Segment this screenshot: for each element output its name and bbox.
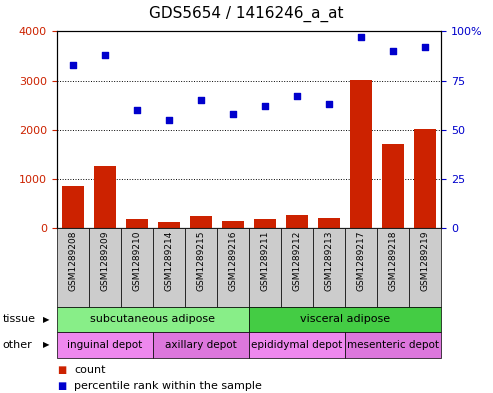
Text: GDS5654 / 1416246_a_at: GDS5654 / 1416246_a_at (149, 6, 344, 22)
Bar (313, 228, 345, 307)
Text: count: count (74, 365, 106, 375)
Text: ■: ■ (57, 365, 66, 375)
Text: subcutaneous adipose: subcutaneous adipose (90, 314, 215, 324)
Bar (153, 228, 185, 307)
Bar (414, 129, 436, 228)
Point (197, 97, 205, 103)
Bar (281, 228, 313, 307)
Bar (345, 332, 441, 358)
Bar (57, 228, 89, 307)
Text: mesenteric depot: mesenteric depot (347, 340, 439, 350)
Bar (57, 307, 249, 332)
Text: GSM1289210: GSM1289210 (132, 230, 141, 291)
Bar (249, 307, 441, 332)
Bar (126, 219, 148, 228)
Text: epididymal depot: epididymal depot (251, 340, 343, 350)
Bar (94, 165, 116, 228)
Point (421, 44, 429, 50)
Bar (318, 218, 340, 228)
Text: tissue: tissue (2, 314, 35, 324)
Text: visceral adipose: visceral adipose (300, 314, 390, 324)
Text: GSM1289219: GSM1289219 (421, 230, 430, 291)
Bar (222, 220, 244, 228)
Text: GSM1289209: GSM1289209 (100, 230, 109, 291)
Bar (190, 216, 212, 228)
Point (229, 111, 237, 117)
Text: GSM1289212: GSM1289212 (292, 230, 302, 291)
Point (101, 52, 108, 58)
Point (293, 93, 301, 99)
Text: GSM1289208: GSM1289208 (68, 230, 77, 291)
Text: axillary depot: axillary depot (165, 340, 237, 350)
Text: inguinal depot: inguinal depot (67, 340, 142, 350)
Point (165, 117, 173, 123)
Text: GSM1289218: GSM1289218 (388, 230, 398, 291)
Text: GSM1289213: GSM1289213 (324, 230, 334, 291)
Bar (409, 228, 441, 307)
Point (261, 103, 269, 109)
Text: percentile rank within the sample: percentile rank within the sample (74, 381, 262, 391)
Bar (286, 215, 308, 228)
Text: GSM1289211: GSM1289211 (260, 230, 270, 291)
Text: other: other (2, 340, 32, 350)
Bar (377, 228, 409, 307)
Bar (217, 228, 249, 307)
Text: GSM1289217: GSM1289217 (356, 230, 366, 291)
Point (325, 101, 333, 107)
Bar (121, 228, 153, 307)
Bar (185, 228, 217, 307)
Point (69, 62, 77, 68)
Bar (382, 144, 404, 228)
Bar (249, 332, 345, 358)
Bar (89, 228, 121, 307)
Bar (345, 228, 377, 307)
Point (133, 107, 141, 113)
Text: ▶: ▶ (43, 315, 49, 324)
Bar (62, 186, 84, 228)
Bar (249, 228, 281, 307)
Bar (57, 332, 153, 358)
Point (357, 34, 365, 40)
Text: GSM1289215: GSM1289215 (196, 230, 206, 291)
Bar (254, 219, 276, 228)
Text: GSM1289216: GSM1289216 (228, 230, 238, 291)
Point (389, 48, 397, 54)
Text: GSM1289214: GSM1289214 (164, 230, 174, 291)
Text: ▶: ▶ (43, 340, 49, 349)
Bar (153, 332, 249, 358)
Text: ■: ■ (57, 381, 66, 391)
Bar (158, 222, 180, 228)
Bar (350, 79, 372, 228)
